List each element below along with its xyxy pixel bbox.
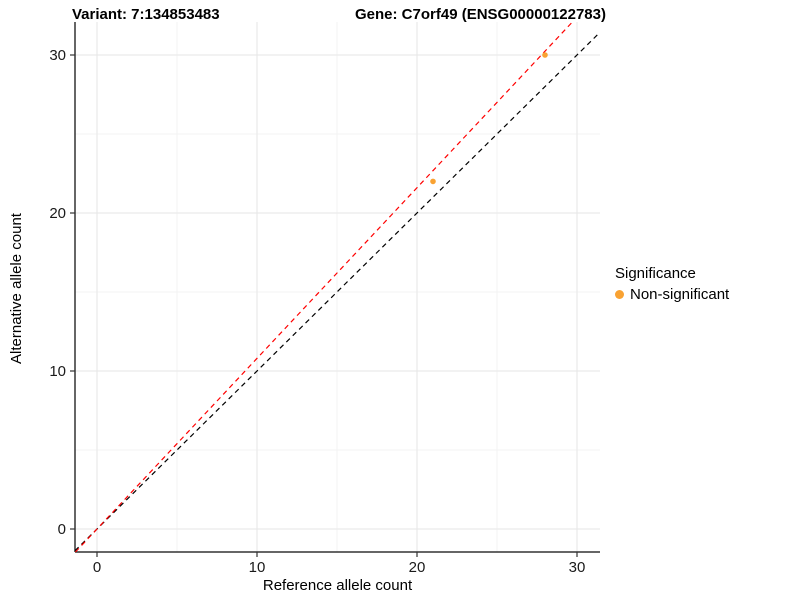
plot-title-gene: Gene: C7orf49 (ENSG00000122783) — [355, 6, 606, 23]
legend-point-icon — [615, 290, 624, 299]
x-tick-label: 30 — [569, 559, 586, 576]
identity-line — [74, 32, 600, 552]
plot-title-variant: Variant: 7:134853483 — [72, 6, 220, 23]
x-tick-label: 0 — [93, 559, 101, 576]
legend-item-label: Non-significant — [630, 286, 730, 303]
y-tick-label: 30 — [49, 47, 66, 64]
legend-title: Significance — [615, 265, 696, 282]
fit-line — [74, 21, 573, 553]
y-tick-label: 0 — [58, 521, 66, 538]
x-tick-label: 10 — [249, 559, 266, 576]
legend: Significance Non-significant — [615, 265, 729, 303]
x-tick-label: 20 — [409, 559, 426, 576]
data-point — [542, 52, 548, 58]
x-axis-label: Reference allele count — [262, 577, 413, 594]
data-point — [430, 178, 436, 185]
y-tick-label: 20 — [49, 205, 66, 222]
legend-item-non-significant: Non-significant — [615, 286, 729, 303]
y-tick-label: 10 — [49, 363, 66, 380]
y-axis-label: Alternative allele count — [8, 213, 25, 364]
